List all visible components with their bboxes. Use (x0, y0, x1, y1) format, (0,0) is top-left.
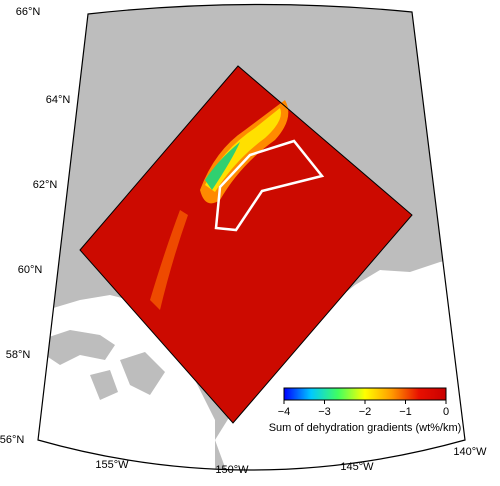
colorbar-tick-label: −2 (359, 406, 372, 418)
colorbar-tick-label: 0 (443, 406, 449, 418)
lat-label: 56°N (0, 434, 24, 446)
data-domain (80, 66, 412, 423)
colorbar-tick-label: −3 (318, 406, 331, 418)
islands (40, 330, 165, 400)
anomaly-min (205, 142, 240, 190)
lat-label: 62°N (33, 179, 58, 191)
domain-outline (79, 65, 413, 424)
gulf-of-alaska (215, 250, 465, 471)
lon-label: 150°W (215, 464, 249, 476)
lat-label: 66°N (16, 6, 41, 18)
lat-label: 64°N (46, 94, 71, 106)
lon-label: 155°W (95, 459, 129, 471)
colorbar-tick-label: −1 (399, 406, 412, 418)
lat-label: 60°N (18, 264, 43, 276)
colorbar-label: Sum of dehydration gradients (wt%/km) (269, 422, 462, 434)
colorbar-tick-label: −4 (278, 406, 291, 418)
frame (37, 3, 466, 471)
lat-label: 58°N (6, 349, 31, 361)
colorbar (283, 387, 447, 401)
anomaly-band (150, 210, 188, 310)
lon-label: 140°W (453, 446, 487, 458)
lon-label: 145°W (340, 461, 374, 473)
study-region (214, 139, 325, 232)
